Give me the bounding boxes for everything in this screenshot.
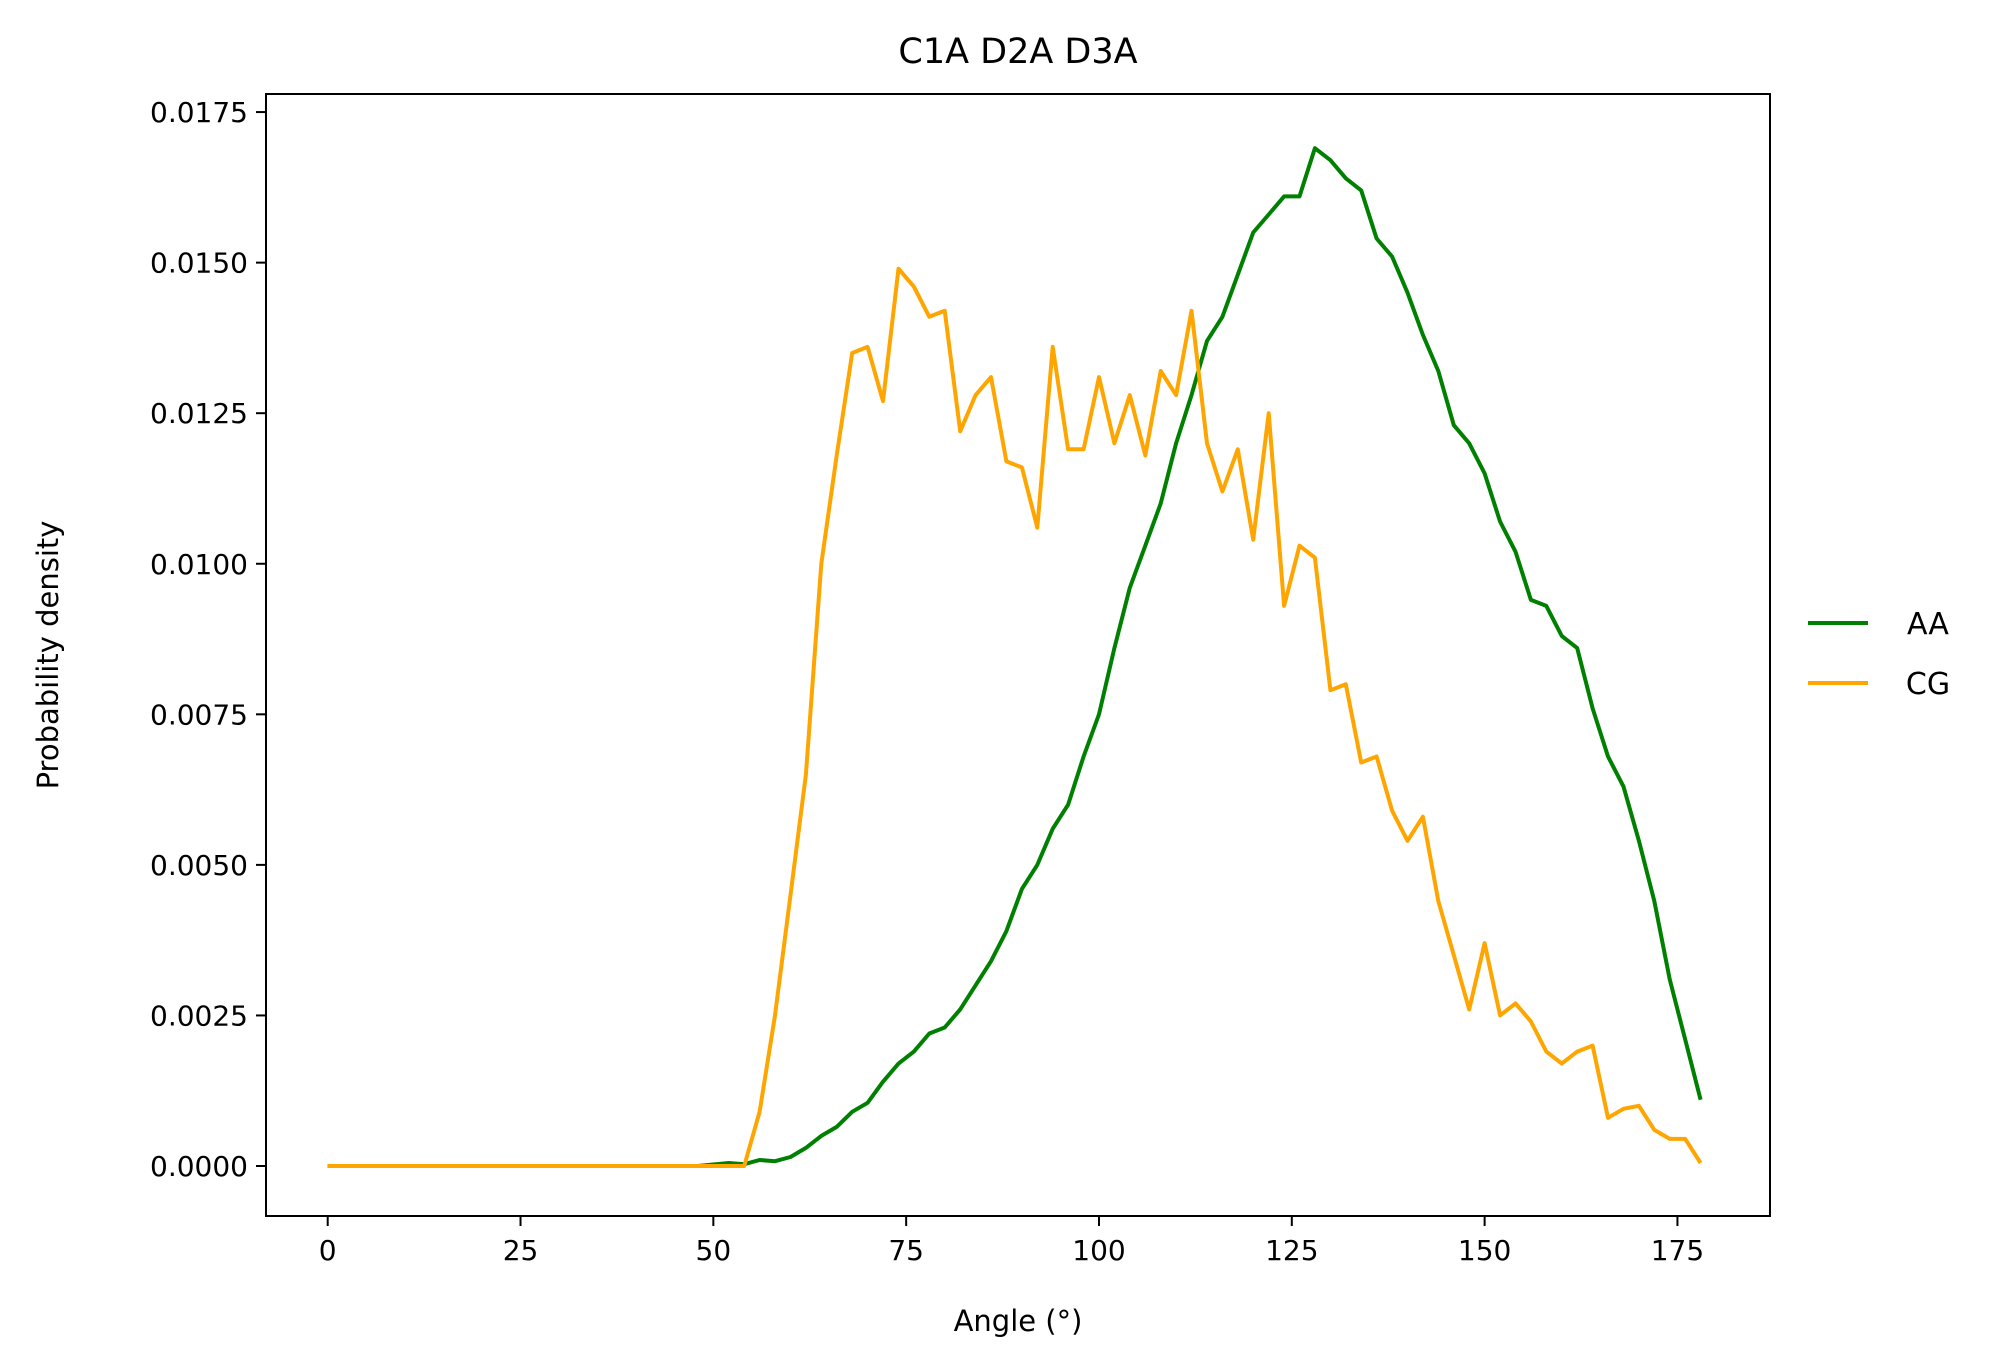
chart-title: C1A D2A D3A (898, 32, 1137, 72)
x-axis-title: Angle (°) (954, 1304, 1083, 1338)
y-tick-label: 0.0025 (150, 999, 248, 1032)
y-tick-label: 0.0125 (150, 397, 248, 430)
series-layer (327, 146, 1703, 1168)
x-tick-label: 175 (1651, 1234, 1704, 1267)
legend-label-cg: CG (1906, 667, 1950, 702)
y-axis-title: Probability density (31, 521, 65, 790)
y-tick-label: 0.0175 (150, 96, 248, 129)
x-tick-label: 150 (1458, 1234, 1511, 1267)
legend-label-aa: AA (1907, 607, 1949, 642)
y-tick-label: 0.0000 (150, 1150, 248, 1183)
x-tick-label: 25 (503, 1234, 539, 1267)
y-tick-label: 0.0100 (150, 548, 248, 581)
x-tick-label: 100 (1072, 1234, 1125, 1267)
plot-area: 0 25 50 75 100 125 150 175 0.00000.00250.00500.… (150, 93, 1771, 1267)
x-tick-label: 50 (696, 1234, 732, 1267)
y-tick-label: 0.0050 (150, 849, 248, 882)
y-tick-label: 0.0075 (150, 698, 248, 731)
x-tick-label: 0 (319, 1234, 337, 1267)
series-line-cg (327, 266, 1703, 1168)
x-axis-ticks: 0 25 50 75 100 125 150 175 (319, 1216, 1704, 1267)
y-tick-label: 0.0150 (150, 247, 248, 280)
x-tick-label: 125 (1265, 1234, 1318, 1267)
y-axis-ticks: 0.0000 0.0025 0.0050 0.0075 0.0100 0.0125 0.01… (150, 96, 266, 1183)
series-line-aa (327, 146, 1703, 1168)
legend: AA CG (1808, 607, 1950, 702)
x-tick-label: 75 (888, 1234, 924, 1267)
plot-frame (265, 93, 1771, 1217)
